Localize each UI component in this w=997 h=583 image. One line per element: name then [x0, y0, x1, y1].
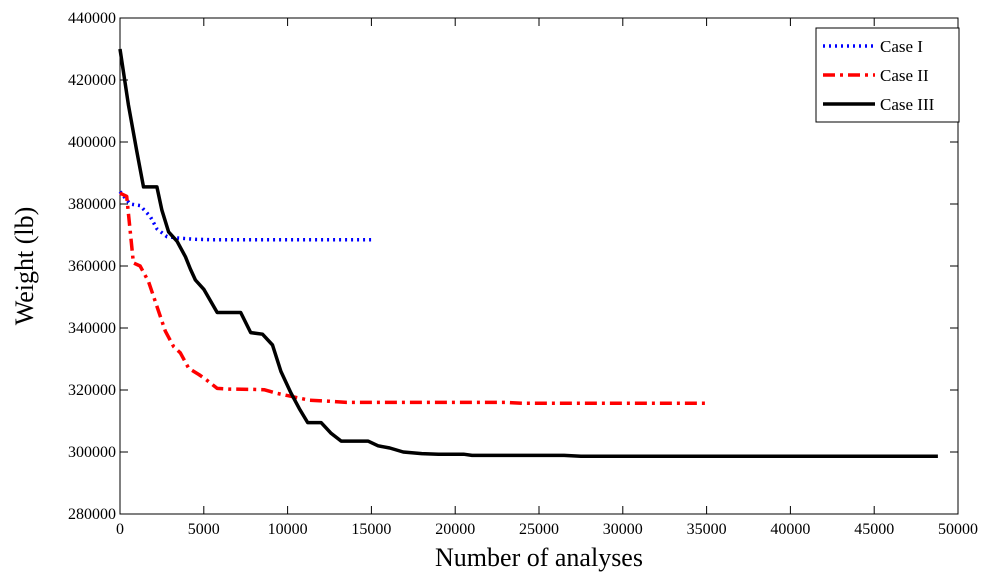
x-tick-label: 35000	[687, 521, 727, 538]
y-tick-label: 400000	[68, 134, 116, 151]
y-axis-title: Weight (lb)	[10, 207, 39, 326]
x-tick-label: 10000	[268, 521, 308, 538]
legend-label-2: Case II	[880, 66, 929, 85]
y-tick-label: 360000	[68, 258, 116, 275]
x-tick-label: 15000	[351, 521, 391, 538]
series-line-1	[118, 190, 372, 242]
legend-label-1: Case I	[880, 37, 923, 56]
series-layer	[118, 48, 938, 459]
x-tick-label: 25000	[519, 521, 559, 538]
series-line-2	[119, 191, 707, 406]
y-tick-label: 340000	[68, 320, 116, 337]
x-axis-title: Number of analyses	[435, 543, 643, 572]
x-tick-label: 20000	[435, 521, 475, 538]
y-tick-label: 320000	[68, 382, 116, 399]
x-tick-label: 40000	[770, 521, 810, 538]
legend-box	[815, 27, 960, 123]
y-tick-label: 440000	[68, 10, 116, 27]
x-tick-label: 50000	[938, 521, 978, 538]
x-tick-label: 0	[116, 521, 124, 538]
legend: Case I Case II Case III	[815, 27, 960, 123]
x-tick-label: 30000	[603, 521, 643, 538]
y-tick-label: 300000	[68, 444, 116, 461]
axis-ticks: 0 5000 10000 15000 20000 25000 30000 35000 40000…	[68, 10, 978, 538]
y-tick-label: 280000	[68, 506, 116, 523]
x-tick-label: 5000	[188, 521, 220, 538]
y-tick-label: 380000	[68, 196, 116, 213]
x-tick-label: 45000	[854, 521, 894, 538]
legend-label-3: Case III	[880, 95, 935, 114]
y-tick-label: 420000	[68, 72, 116, 89]
series-line-3	[118, 48, 938, 459]
